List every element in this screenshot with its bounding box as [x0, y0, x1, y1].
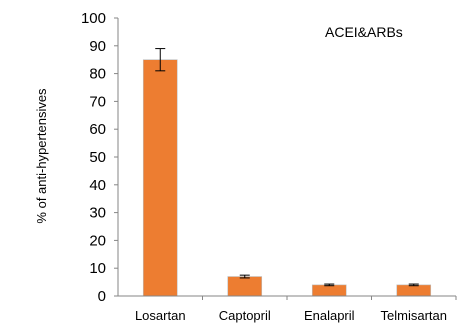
y-tick-label: 40 — [89, 177, 106, 194]
x-axis-labels: Losartan Captopril Enalapril Telmisartan — [135, 308, 447, 323]
y-tick-label: 80 — [89, 66, 106, 83]
y-tick-label: 30 — [89, 205, 106, 222]
x-tick-label: Captopril — [219, 308, 271, 323]
x-tick-label: Losartan — [135, 308, 186, 323]
y-tick-label: 90 — [89, 38, 106, 55]
chart-annotation: ACEI&ARBs — [325, 24, 403, 40]
y-tick-label: 100 — [81, 10, 106, 27]
y-tick-label: 50 — [89, 149, 106, 166]
y-tick-label: 20 — [89, 232, 106, 249]
y-tick-label: 60 — [89, 121, 106, 138]
axes — [117, 18, 457, 300]
y-tick-label: 70 — [89, 93, 106, 110]
y-tick-label: 0 — [98, 288, 106, 305]
x-tick-label: Enalapril — [304, 308, 355, 323]
bar-losartan — [142, 59, 178, 297]
bar-captopril — [227, 276, 263, 297]
error-bars — [155, 48, 419, 287]
bar-telmisartan — [396, 284, 432, 297]
y-tick-label: 10 — [89, 260, 106, 277]
y-axis-title: % of anti-hypertensives — [34, 88, 49, 224]
bar-enalapril — [311, 284, 347, 297]
x-tick-label: Telmisartan — [381, 308, 447, 323]
bars — [142, 59, 432, 297]
y-axis-ticks: 0 10 20 30 40 50 60 70 80 90 100 — [81, 10, 118, 305]
